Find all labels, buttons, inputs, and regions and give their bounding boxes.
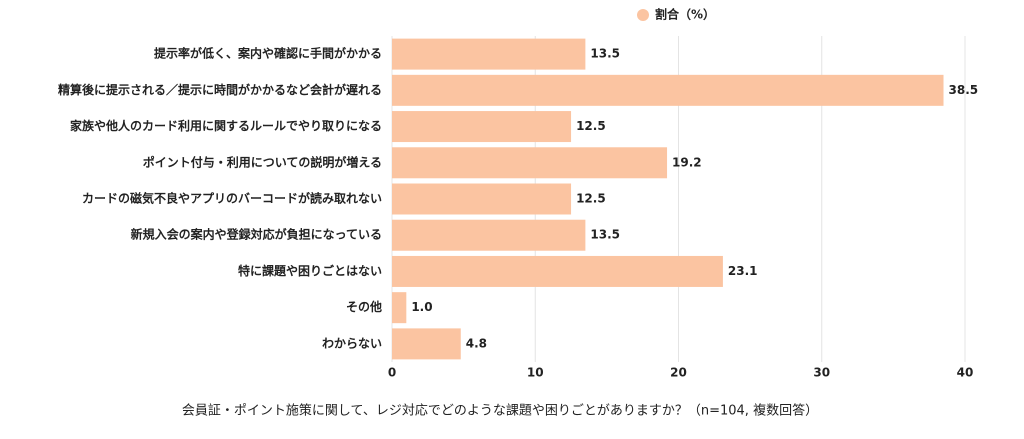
value-label: 1.0 [411,300,432,314]
x-tick-label: 30 [813,366,830,380]
value-label: 13.5 [590,47,620,61]
legend-label: 割合（%） [655,7,715,22]
x-tick-label: 0 [388,366,396,380]
bar [392,292,407,324]
x-tick-label: 40 [957,366,974,380]
y-tick-label: カードの磁気不良やアプリのバーコードが読み取れない [82,191,382,206]
bar [392,183,572,215]
value-label: 12.5 [576,192,606,206]
y-tick-label: 提示率が低く、案内や確認に手間がかかる [154,46,382,61]
chart-title: 会員証・ポイント施策に関して、レジ対応でどのような課題や困りごとがありますか？（… [182,403,818,419]
y-tick-label: ポイント付与・利用についての説明が増える [143,154,382,169]
value-label: 19.2 [672,155,702,169]
x-tick-label: 10 [527,366,544,380]
y-tick-label: その他 [346,299,382,314]
value-label: 23.1 [728,264,758,278]
bar [392,38,586,70]
bar [392,111,572,143]
value-label: 13.5 [590,228,620,242]
bar [392,255,723,287]
y-tick-label: わからない [322,336,382,350]
value-label: 12.5 [576,119,606,133]
x-tick-label: 20 [670,366,687,380]
legend-marker [637,9,649,21]
bar [392,74,944,106]
value-label: 38.5 [949,83,979,97]
y-tick-label: 家族や他人のカード利用に関するルールでやり取りになる [70,118,382,133]
bar [392,219,586,251]
bar [392,147,668,179]
y-tick-label: 特に課題や困りごとはない [238,263,382,278]
y-tick-label: 精算後に提示される／提示に時間がかかるなど会計が遅れる [58,82,382,97]
bar [392,328,461,360]
value-label: 4.8 [466,336,487,350]
y-tick-label: 新規入会の案内や登録対応が負担になっている [131,227,382,242]
